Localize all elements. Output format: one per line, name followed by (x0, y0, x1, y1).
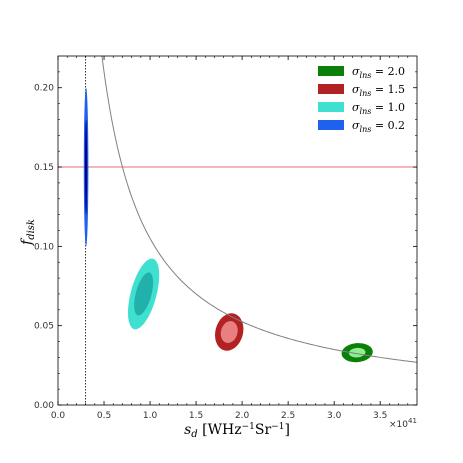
legend: σlns = 2.0 σlns = 1.5 σlns = 1.0 σlns = 0.2 (318, 65, 405, 134)
x-tick-label: 0.5 (97, 411, 111, 421)
legend-swatch-1 (318, 84, 344, 94)
relation-curve (101, 56, 417, 363)
x-tick-label: 2.0 (235, 411, 250, 421)
ticks-layer: 0.0 0.5 1.0 1.5 2.0 2.5 3.0 3.5 0.00 0.05 0.10 0.15… (34, 56, 417, 421)
data-layer (58, 56, 417, 405)
y-axis-label: fdisk (19, 219, 37, 246)
legend-swatch-3 (318, 120, 344, 130)
legend-label-0: σlns = 2.0 (352, 65, 405, 80)
x-tick-label: 1.0 (143, 411, 158, 421)
legend-label-1: σlns = 1.5 (352, 83, 405, 98)
x-tick-label: 3.0 (327, 411, 342, 421)
y-tick-label: 0.00 (34, 401, 54, 411)
x-offset-exp: 41 (408, 417, 417, 425)
y-tick-label: 0.05 (34, 322, 54, 332)
contour-inner-1 (220, 321, 238, 343)
y-tick-label: 0.15 (34, 163, 54, 173)
contour-inner-2 (134, 272, 154, 316)
x-axis-label: sd [WHz−1Sr−1] (184, 422, 290, 440)
legend-label-2: σlns = 1.0 (352, 101, 405, 116)
legend-label-3: σlns = 0.2 (352, 119, 405, 134)
contour-inner-3 (84, 119, 88, 215)
legend-swatch-0 (318, 66, 344, 76)
x-tick-label: 3.5 (373, 411, 387, 421)
x-tick-label: 0.0 (51, 411, 66, 421)
x-tick-label: 1.5 (189, 411, 203, 421)
x-tick-label: 2.5 (281, 411, 295, 421)
legend-swatch-2 (318, 102, 344, 112)
x-offset-label: ×1041 (389, 417, 417, 430)
contour-inner-0 (348, 347, 366, 358)
y-tick-label: 0.20 (34, 84, 54, 94)
y-tick-label: 0.10 (34, 242, 54, 252)
